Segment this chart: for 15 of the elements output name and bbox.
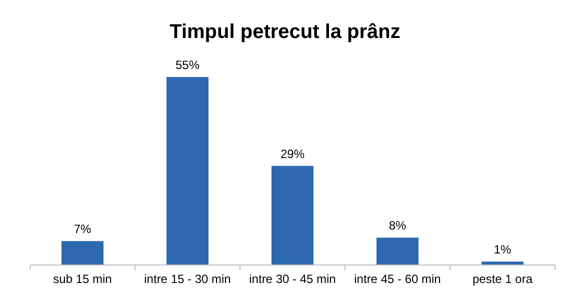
data-label: 7% bbox=[74, 222, 92, 236]
bar bbox=[62, 241, 104, 265]
data-label: 8% bbox=[388, 218, 406, 233]
x-tick-label: intre 45 - 60 min bbox=[354, 272, 441, 286]
data-label: 1% bbox=[494, 242, 512, 257]
data-label: 55% bbox=[175, 58, 200, 72]
x-tick-label: sub 15 min bbox=[53, 272, 112, 286]
bar bbox=[376, 238, 418, 265]
bar bbox=[166, 77, 208, 265]
chart-title: Timpul petrecut la prânz bbox=[170, 21, 400, 43]
bar bbox=[272, 166, 314, 265]
x-tick-label: intre 30 - 45 min bbox=[249, 272, 336, 286]
x-tick-label: peste 1 ora bbox=[472, 272, 533, 286]
data-label: 29% bbox=[280, 146, 305, 161]
x-tick-label: intre 15 - 30 min bbox=[144, 272, 231, 286]
